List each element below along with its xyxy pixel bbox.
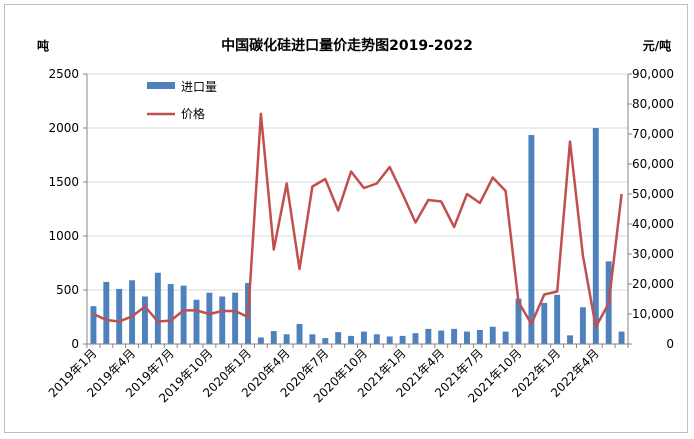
bar [412,333,419,344]
bar [283,334,290,344]
bar [206,292,213,344]
y-left-tick-label: 2500 [48,67,79,81]
bar [567,335,573,344]
bar [180,285,187,344]
y-right-tick-label: 50,000 [632,187,674,201]
bar [451,328,458,344]
y-right-tick-label: 80,000 [632,97,674,111]
y-axis-right-label: 元/吨 [643,38,671,53]
y-left-tick-label: 500 [56,283,79,297]
y-left-tick-labels: 0 500 1000 1500 2000 2500 [48,67,79,351]
bar [257,337,264,344]
bar [142,296,148,344]
bar [154,272,161,344]
axes [86,74,629,345]
bar [232,292,239,344]
bar [296,324,303,344]
bar [528,135,535,344]
bar [129,280,136,344]
bar [270,331,277,344]
legend: 进口量 价格 [147,80,217,121]
price-line [92,112,623,329]
bar [193,299,200,344]
bar [386,336,393,344]
bar [502,331,509,344]
legend-bar-label: 进口量 [181,80,217,94]
y-right-tick-label: 60,000 [632,157,674,171]
bar [335,332,342,344]
bar [399,335,406,344]
line-series [92,112,623,329]
bar [489,326,496,344]
chart-title: 中国碳化硅进口量价走势图2019-2022 [221,37,473,54]
bar [618,331,625,344]
bar [554,294,561,344]
bar [438,330,445,344]
y-left-tick-label: 2000 [48,121,79,135]
bar [167,284,174,344]
bar [373,334,380,344]
bar [360,331,367,344]
y-axis-left-label: 吨 [37,38,49,53]
bar [579,307,586,344]
y-right-tick-label: 30,000 [632,247,674,261]
bar [322,338,329,344]
bar [116,288,123,344]
y-left-tick-label: 1000 [48,229,79,243]
chart-frame: 中国碳化硅进口量价走势图2019-2022 吨 元/吨 0 500 1000 1500… [4,4,688,433]
legend-bar-swatch [147,82,175,89]
x-ticks [86,344,629,348]
bar [309,334,316,344]
y-right-tick-label: 70,000 [632,127,674,141]
bar [464,331,470,344]
bar [515,298,522,344]
x-tick-labels: 2019年1月2019年4月2019年7月2019年10月2020年1月2020… [46,346,602,405]
bar [348,335,355,344]
y-right-tick-label: 90,000 [632,67,674,81]
y-left-tick-label: 1500 [48,175,79,189]
y-right-tick-label: 10,000 [632,307,674,321]
y-right-tick-label: 20,000 [632,277,674,291]
bar [219,296,226,344]
y-left-tick-label: 0 [71,337,79,351]
bar [425,328,432,344]
bar [476,329,483,344]
legend-line-label: 价格 [181,106,205,121]
bar [592,128,599,344]
y-right-tick-label: 40,000 [632,217,674,231]
y-right-tick-labels: 0 10,000 20,000 30,000 40,000 50,000 60,000 70,… [632,67,674,351]
bar [103,281,110,344]
y-right-tick-label: 0 [666,337,674,351]
chart-svg: 中国碳化硅进口量价走势图2019-2022 吨 元/吨 0 500 1000 1500… [37,37,674,405]
bar [541,302,548,344]
bar [90,306,97,344]
gridlines [83,73,632,348]
